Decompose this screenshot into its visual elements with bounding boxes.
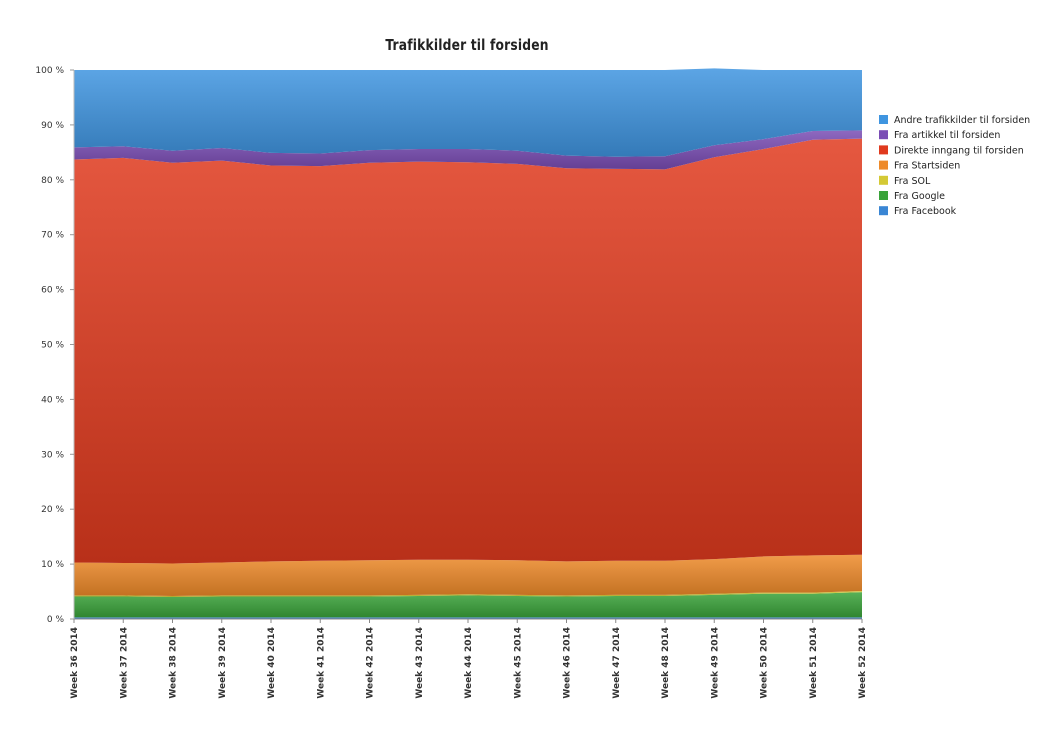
area-fra-sol bbox=[74, 591, 862, 598]
y-axis-ticks: 0 % 10 % 20 % 30 % 40 % 50 % 60 % 70 % 80 % 90 % 1… bbox=[35, 66, 74, 625]
area-layer bbox=[74, 68, 862, 619]
legend-label: Andre trafikkilder til forsiden bbox=[894, 115, 1030, 126]
legend-item-fra-startsiden: Fra Startsiden bbox=[879, 160, 960, 172]
legend-label: Direkte inngang til forsiden bbox=[894, 145, 1024, 156]
x-tick-label: Week 47 2014 bbox=[612, 627, 622, 699]
y-tick-label: 30 % bbox=[41, 450, 64, 460]
legend-swatch bbox=[879, 115, 888, 124]
x-tick-label: Week 45 2014 bbox=[513, 627, 523, 699]
legend-label: Fra Startsiden bbox=[894, 161, 960, 172]
legend-swatch bbox=[879, 130, 888, 140]
area-andre-trafikkilder-til-forsiden bbox=[74, 68, 862, 157]
legend-label: Fra Facebook bbox=[894, 206, 957, 217]
legend-swatch bbox=[879, 206, 888, 216]
legend-item-andre-trafikkilder-til-forsiden: Andre trafikkilder til forsiden bbox=[879, 115, 1030, 126]
legend-swatch bbox=[879, 145, 888, 155]
area-fra-google bbox=[74, 592, 862, 618]
y-tick-label: 0 % bbox=[47, 615, 65, 625]
legend-item-fra-facebook: Fra Facebook bbox=[879, 206, 957, 217]
legend: Andre trafikkilder til forsiden Fra artik… bbox=[879, 115, 1030, 217]
y-tick-label: 10 % bbox=[41, 560, 64, 570]
x-tick-label: Week 40 2014 bbox=[267, 627, 277, 699]
x-tick-label: Week 46 2014 bbox=[563, 627, 573, 699]
x-tick-label: Week 44 2014 bbox=[464, 627, 474, 699]
x-tick-label: Week 50 2014 bbox=[760, 627, 770, 699]
legend-item-fra-google: Fra Google bbox=[879, 191, 945, 202]
x-axis-ticks: Week 36 2014 Week 37 2014 Week 38 2014 Week… bbox=[70, 619, 868, 699]
x-tick-label: Week 43 2014 bbox=[415, 627, 425, 699]
area-fra-artikkel-til-forsiden bbox=[74, 130, 862, 170]
y-tick-label: 90 % bbox=[41, 121, 64, 131]
x-tick-label: Week 38 2014 bbox=[169, 627, 179, 699]
x-tick-label: Week 36 2014 bbox=[70, 627, 80, 699]
legend-label: Fra SOL bbox=[894, 176, 931, 187]
y-tick-label: 70 % bbox=[41, 231, 64, 241]
y-tick-label: 100 % bbox=[35, 66, 64, 76]
y-tick-label: 60 % bbox=[41, 286, 64, 296]
legend-label: Fra artikkel til forsiden bbox=[894, 130, 1000, 141]
legend-swatch bbox=[879, 191, 888, 200]
y-tick-label: 20 % bbox=[41, 505, 64, 515]
y-tick-label: 80 % bbox=[41, 176, 64, 186]
chart-title: Trafikkilder til forsiden bbox=[385, 36, 549, 54]
legend-item-fra-sol: Fra SOL bbox=[879, 175, 931, 187]
x-tick-label: Week 37 2014 bbox=[119, 627, 129, 699]
y-tick-label: 40 % bbox=[41, 395, 64, 405]
area-direkte-inngang-til-forsiden bbox=[74, 138, 862, 564]
area-fra-startsiden bbox=[74, 554, 862, 596]
x-tick-label: Week 49 2014 bbox=[710, 627, 720, 699]
legend-label: Fra Google bbox=[894, 191, 945, 202]
legend-item-direkte-inngang-til-forsiden: Direkte inngang til forsiden bbox=[879, 145, 1024, 156]
y-tick-label: 50 % bbox=[41, 341, 64, 351]
legend-swatch bbox=[879, 160, 888, 170]
x-tick-label: Week 48 2014 bbox=[661, 627, 671, 699]
x-tick-label: Week 51 2014 bbox=[809, 627, 819, 699]
x-tick-label: Week 42 2014 bbox=[366, 627, 376, 699]
x-tick-label: Week 39 2014 bbox=[218, 627, 228, 699]
legend-item-fra-artikkel-til-forsiden: Fra artikkel til forsiden bbox=[879, 130, 1000, 141]
x-tick-label: Week 52 2014 bbox=[858, 627, 868, 699]
legend-swatch bbox=[879, 175, 888, 185]
x-tick-label: Week 41 2014 bbox=[316, 627, 326, 699]
